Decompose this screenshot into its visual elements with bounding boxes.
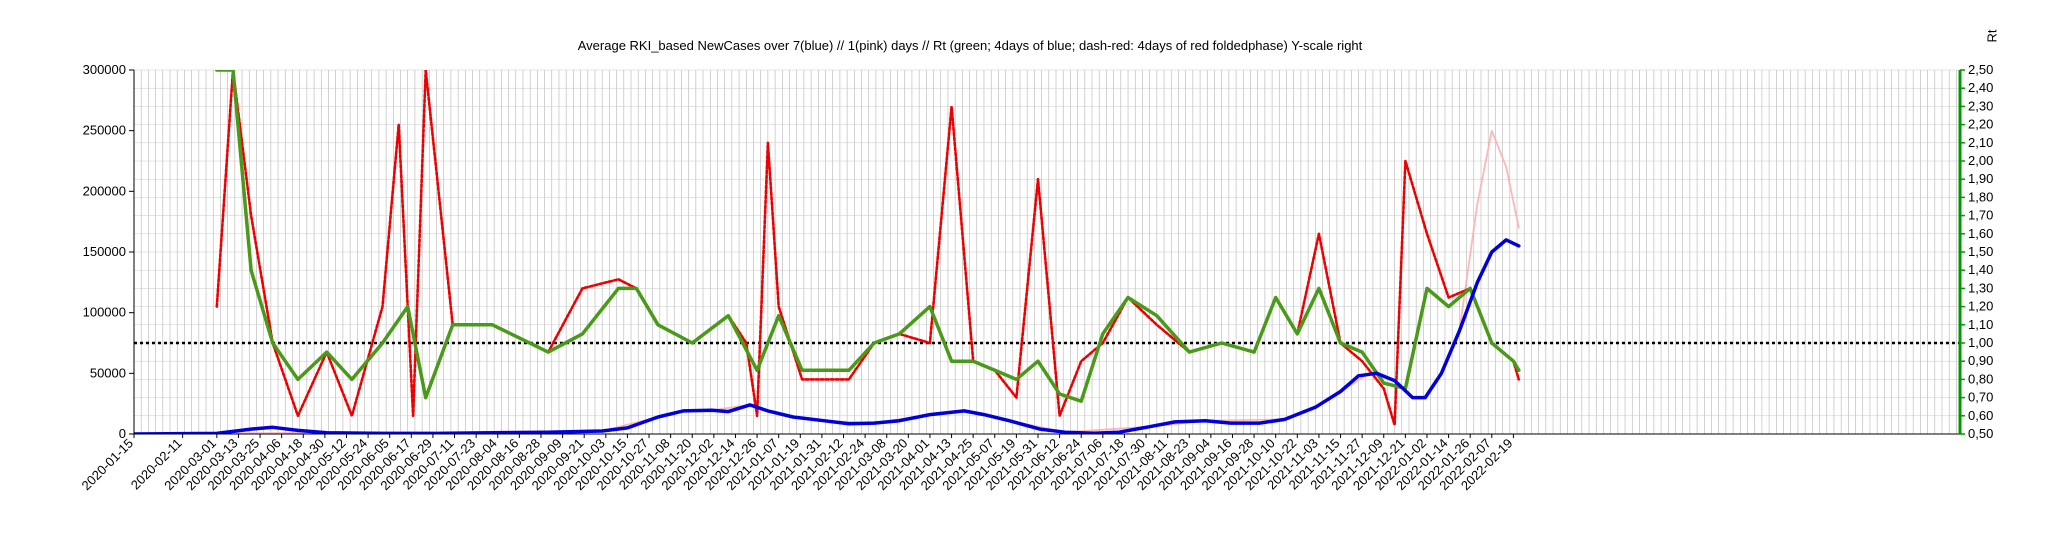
y2-tick-label: 2,50 [1968, 62, 1993, 77]
y2-axis-label: Rt [1984, 29, 1999, 42]
y2-tick-label: 0,80 [1968, 371, 1993, 386]
y-tick-label: 100000 [83, 305, 126, 320]
y2-tick-label: 1,40 [1968, 262, 1993, 277]
y-tick-label: 150000 [83, 244, 126, 259]
y2-tick-label: 1,50 [1968, 244, 1993, 259]
y2-tick-label: 0,70 [1968, 390, 1993, 405]
y-tick-label: 250000 [83, 123, 126, 138]
x-tick-label: 2020-01-15 [78, 436, 136, 494]
y2-tick-label: 1,10 [1968, 317, 1993, 332]
chart-title: Average RKI_based NewCases over 7(blue) … [578, 38, 1363, 53]
y2-tick-label: 1,60 [1968, 226, 1993, 241]
y2-tick-label: 2,30 [1968, 98, 1993, 113]
y-tick-label: 0 [119, 426, 126, 441]
series-line-0 [134, 238, 1521, 434]
y2-tick-label: 1,30 [1968, 280, 1993, 295]
y2-tick-label: 2,00 [1968, 153, 1993, 168]
series-line-2 [215, 70, 1521, 403]
y2-tick-label: 2,20 [1968, 117, 1993, 132]
y2-tick-label: 2,40 [1968, 80, 1993, 95]
y-tick-label: 300000 [83, 62, 126, 77]
y-tick-label: 200000 [83, 183, 126, 198]
y2-tick-label: 0,60 [1968, 408, 1993, 423]
y2-tick-label: 1,00 [1968, 335, 1993, 350]
y2-tick-label: 1,80 [1968, 189, 1993, 204]
y2-tick-label: 1,20 [1968, 299, 1993, 314]
y2-tick-label: 0,90 [1968, 353, 1993, 368]
grid [133, 69, 1960, 435]
series-layer [134, 70, 1521, 434]
y2-tick-label: 0,50 [1968, 426, 1993, 441]
axes: 0 50000 100000 150000 200000 250000 300000 0,50… [78, 62, 1993, 493]
y-tick-label: 50000 [90, 365, 126, 380]
y2-tick-label: 1,70 [1968, 208, 1993, 223]
series-line-3 [215, 70, 1521, 427]
y2-tick-label: 2,10 [1968, 135, 1993, 150]
y2-tick-label: 1,90 [1968, 171, 1993, 186]
